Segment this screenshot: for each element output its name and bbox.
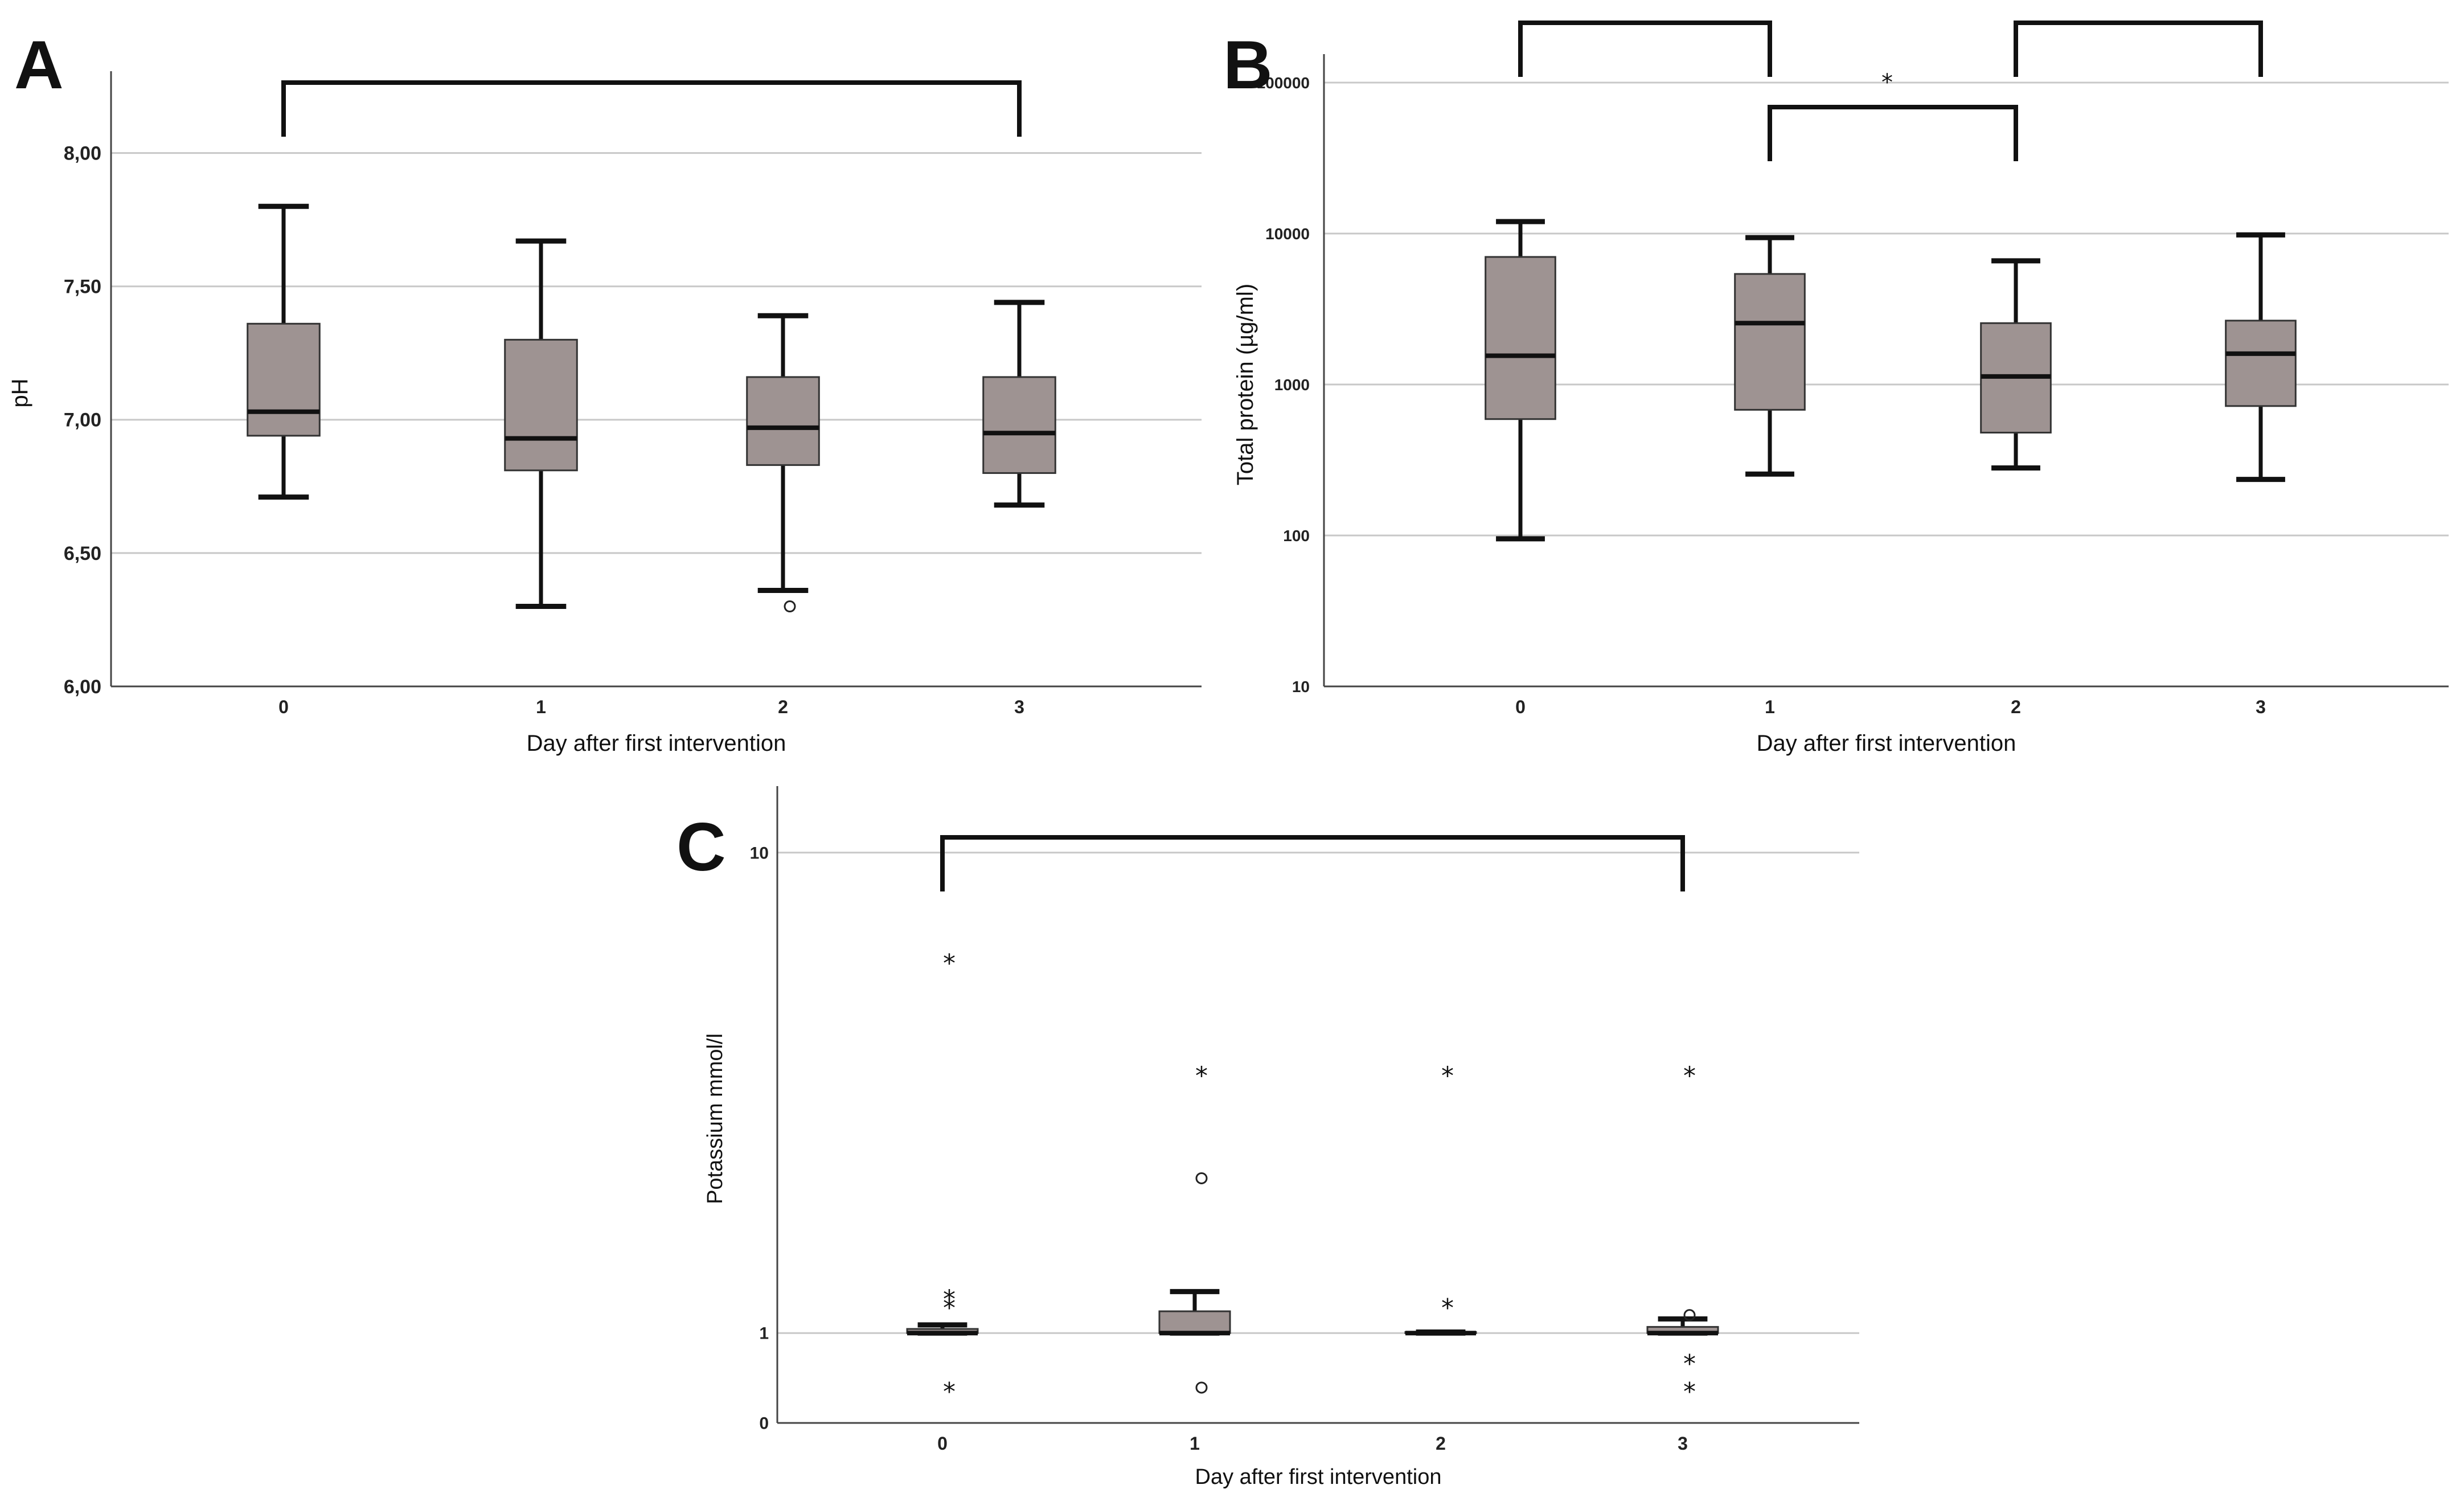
box-1 <box>1734 235 1806 477</box>
x-tick-label: 0 <box>1515 697 1526 717</box>
box-0 <box>906 1322 979 1336</box>
outlier-star: * <box>943 1377 956 1406</box>
x-tick-label: 3 <box>1678 1433 1688 1454</box>
x-tick-label: 2 <box>778 697 788 717</box>
significance-bracket <box>281 80 1022 137</box>
box-2 <box>1404 1329 1477 1336</box>
panel-label: A <box>14 27 64 103</box>
outlier-circle <box>1195 1172 1208 1184</box>
outlier-star: * <box>943 949 956 978</box>
box-3 <box>2225 232 2297 482</box>
significance-bracket <box>1518 21 1772 77</box>
x-tick-label: 3 <box>1014 697 1024 717</box>
x-tick-label: 1 <box>1190 1433 1200 1454</box>
y-tick-label: 1000 <box>1274 376 1310 394</box>
box-2 <box>746 313 820 593</box>
y-axis-label: pH <box>7 378 32 407</box>
panel-c: 0 1 10 0 1 2 3 Day after first intervention Pota… <box>677 786 1859 1489</box>
y-tick-label: 100 <box>1283 527 1310 545</box>
y-tick-label: 6,50 <box>64 543 101 565</box>
box-iqr <box>504 338 578 472</box>
outlier-star: * <box>1441 1061 1454 1090</box>
x-tick-label: 3 <box>2256 697 2266 717</box>
x-tick-label: 0 <box>937 1433 948 1454</box>
outlier-circle <box>784 600 796 613</box>
box-0 <box>247 203 321 500</box>
outlier-star: * <box>943 1294 956 1323</box>
outlier-star: * <box>943 1285 956 1314</box>
box-0 <box>1485 219 1556 542</box>
box-3 <box>1646 1316 1719 1336</box>
x-tick-label: 0 <box>278 697 289 717</box>
box-3 <box>982 300 1056 508</box>
y-tick-label: 7,50 <box>64 276 101 298</box>
box-iqr <box>1734 273 1806 411</box>
x-axis-label: Day after first intervention <box>527 731 786 756</box>
significance-bracket <box>940 835 1685 891</box>
box-iqr <box>746 376 820 466</box>
x-tick-label: 1 <box>536 697 546 717</box>
y-tick-label: 1 <box>759 1324 769 1343</box>
y-tick-label: 10 <box>750 844 769 862</box>
outlier-circle <box>1195 1381 1208 1394</box>
y-tick-label: 6,00 <box>64 676 101 698</box>
y-tick-label: 10 <box>1292 678 1310 696</box>
y-tick-label: 7,00 <box>64 410 101 431</box>
box-iqr <box>1485 256 1556 420</box>
x-tick-label: 1 <box>1765 697 1775 717</box>
box-2 <box>1980 258 2052 471</box>
panel-label: C <box>677 809 726 885</box>
x-axis-label: Day after first intervention <box>1757 731 2016 756</box>
y-axis-label: Potassium mmol/l <box>703 1033 727 1204</box>
panel-b: 10 100 1000 10000 100000 0 1 2 3 Day after first … <box>1223 21 2449 756</box>
outlier-star: * <box>1683 1061 1696 1090</box>
box-iqr <box>2225 320 2297 407</box>
box-1 <box>1158 1289 1231 1336</box>
outlier-circle <box>1683 1309 1696 1322</box>
outlier-star: * <box>1195 1061 1208 1090</box>
y-tick-label: 8,00 <box>64 143 101 165</box>
significance-bracket <box>2014 21 2263 77</box>
y-tick-label: 0 <box>759 1414 769 1433</box>
outlier-star: * <box>1683 1349 1696 1379</box>
x-axis-label: Day after first intervention <box>1195 1465 1442 1489</box>
significance-label: * <box>1881 69 1893 96</box>
box-iqr <box>1158 1310 1231 1334</box>
y-tick-label: 100000 <box>1257 74 1310 92</box>
x-tick-label: 2 <box>1436 1433 1446 1454</box>
outlier-star: * <box>1441 1294 1454 1323</box>
panel-a: 6,00 6,50 7,00 7,50 8,00 0 1 2 3 Day after first … <box>7 27 1202 756</box>
outlier-star: * <box>1683 1377 1696 1406</box>
y-tick-label: 10000 <box>1265 225 1310 243</box>
panel-label: B <box>1223 27 1273 103</box>
significance-bracket <box>1768 105 2018 161</box>
box-iqr <box>982 376 1056 474</box>
box-1 <box>504 238 578 610</box>
y-axis-label: Total protein (µg/ml) <box>1233 284 1258 485</box>
x-tick-label: 2 <box>2011 697 2021 717</box>
box-iqr <box>247 322 321 437</box>
